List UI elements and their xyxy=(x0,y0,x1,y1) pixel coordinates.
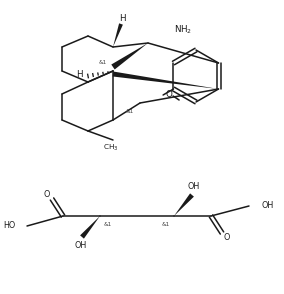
Text: NH$_2$: NH$_2$ xyxy=(174,24,192,36)
Polygon shape xyxy=(111,43,148,69)
Text: &1: &1 xyxy=(162,223,170,228)
Text: CH$_3$: CH$_3$ xyxy=(103,143,119,153)
Text: OH: OH xyxy=(188,181,200,191)
Text: OH: OH xyxy=(75,241,87,250)
Text: O: O xyxy=(224,233,230,243)
Polygon shape xyxy=(113,23,123,47)
Text: &1: &1 xyxy=(126,108,134,113)
Text: H: H xyxy=(119,14,125,23)
Text: &1: &1 xyxy=(99,59,107,64)
Polygon shape xyxy=(80,216,100,239)
Text: H: H xyxy=(76,69,82,78)
Text: &1: &1 xyxy=(104,223,112,228)
Text: HO: HO xyxy=(3,221,15,230)
Text: O: O xyxy=(44,190,50,198)
Text: O: O xyxy=(166,89,172,98)
Polygon shape xyxy=(174,193,194,216)
Text: OH: OH xyxy=(262,201,274,211)
Polygon shape xyxy=(113,71,218,89)
